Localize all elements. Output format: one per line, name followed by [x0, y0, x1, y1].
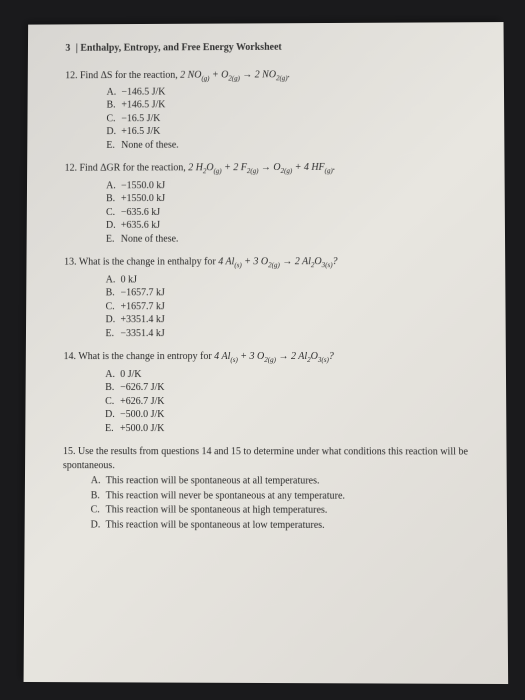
question-text: 13. What is the change in enthalpy for 4… [64, 255, 475, 271]
option-d: D.This reaction will be spontaneous at l… [91, 518, 477, 532]
question-13: 13. What is the change in enthalpy for 4… [64, 255, 476, 340]
question-text: 14. What is the change in entropy for 4 … [64, 350, 476, 366]
answer-options: A.−146.5 J/K B.+146.5 J/K C.−16.5 J/K D.… [65, 84, 475, 152]
option-d: D.−500.0 J/K [105, 408, 476, 422]
option-a: A.0 kJ [106, 273, 476, 287]
question-number: 15. [63, 446, 76, 457]
question-15: 15. Use the results from questions 14 an… [63, 445, 477, 532]
option-e: E.+500.0 J/K [105, 422, 476, 436]
question-text: 12. Find ΔGR for the reaction, 2 H2O(g) … [65, 161, 475, 178]
question-prompt: Find ΔGR for the reaction, [79, 163, 188, 174]
answer-options: A.This reaction will be spontaneous at a… [63, 474, 477, 532]
option-c: C.This reaction will be spontaneous at h… [91, 504, 477, 518]
question-prompt: What is the change in entropy for [78, 351, 214, 362]
question-prompt: Find ΔS for the reaction, [80, 69, 180, 80]
question-prompt: What is the change in enthalpy for [79, 257, 218, 268]
option-e: E.None of these. [106, 138, 474, 153]
option-e: E.None of these. [106, 232, 475, 246]
question-text: 15. Use the results from questions 14 an… [63, 445, 476, 473]
option-d: D.+635.6 kJ [106, 218, 475, 232]
page-number: 3 [65, 42, 70, 55]
option-a: A.This reaction will be spontaneous at a… [91, 474, 477, 488]
answer-options: A.0 J/K B.−626.7 J/K C.+626.7 J/K D.−500… [63, 368, 476, 436]
option-d: D.+16.5 J/K [106, 124, 474, 139]
question-number: 12. [65, 70, 77, 81]
option-b: B.−1657.7 kJ [106, 286, 476, 300]
option-e: E.−3351.4 kJ [105, 327, 475, 341]
question-equation: 2 NO(g) + O2(g) → 2 NO2(g). [180, 69, 290, 80]
question-text: 12. Find ΔS for the reaction, 2 NO(g) + … [65, 67, 474, 84]
question-prompt: Use the results from questions 14 and 15… [63, 446, 468, 471]
question-number: 12. [65, 163, 77, 174]
option-c: C.−635.6 kJ [106, 205, 475, 219]
question-equation: 4 Al(s) + 3 O2(g) → 2 Al2O3(s)? [214, 351, 334, 362]
option-b: B.This reaction will never be spontaneou… [91, 489, 477, 503]
option-c: C.−16.5 J/K [106, 111, 474, 126]
option-c: C.+1657.7 kJ [106, 300, 476, 314]
option-d: D.+3351.4 kJ [106, 313, 476, 327]
worksheet-title: Enthalpy, Entropy, and Free Energy Works… [80, 42, 281, 54]
option-b: B.−626.7 J/K [105, 381, 476, 395]
worksheet-paper: 3 | Enthalpy, Entropy, and Free Energy W… [24, 22, 509, 684]
option-b: B.+1550.0 kJ [106, 192, 475, 206]
option-a: A.−1550.0 kJ [106, 178, 475, 192]
question-equation: 2 H2O(g) + 2 F2(g) → O2(g) + 4 HF(g). [188, 162, 335, 173]
answer-options: A.0 kJ B.−1657.7 kJ C.+1657.7 kJ D.+3351… [64, 273, 476, 341]
question-12b: 12. Find ΔGR for the reaction, 2 H2O(g) … [64, 161, 475, 246]
question-number: 13. [64, 257, 76, 268]
question-number: 14. [64, 351, 76, 362]
answer-options: A.−1550.0 kJ B.+1550.0 kJ C.−635.6 kJ D.… [64, 178, 475, 246]
option-c: C.+626.7 J/K [105, 395, 476, 409]
question-12a: 12. Find ΔS for the reaction, 2 NO(g) + … [65, 67, 475, 152]
worksheet-header: 3 | Enthalpy, Entropy, and Free Energy W… [65, 40, 473, 55]
question-equation: 4 Al(s) + 3 O2(g) → 2 Al2O3(s)? [218, 257, 337, 268]
question-14: 14. What is the change in entropy for 4 … [63, 350, 476, 435]
option-a: A.0 J/K [105, 368, 476, 382]
